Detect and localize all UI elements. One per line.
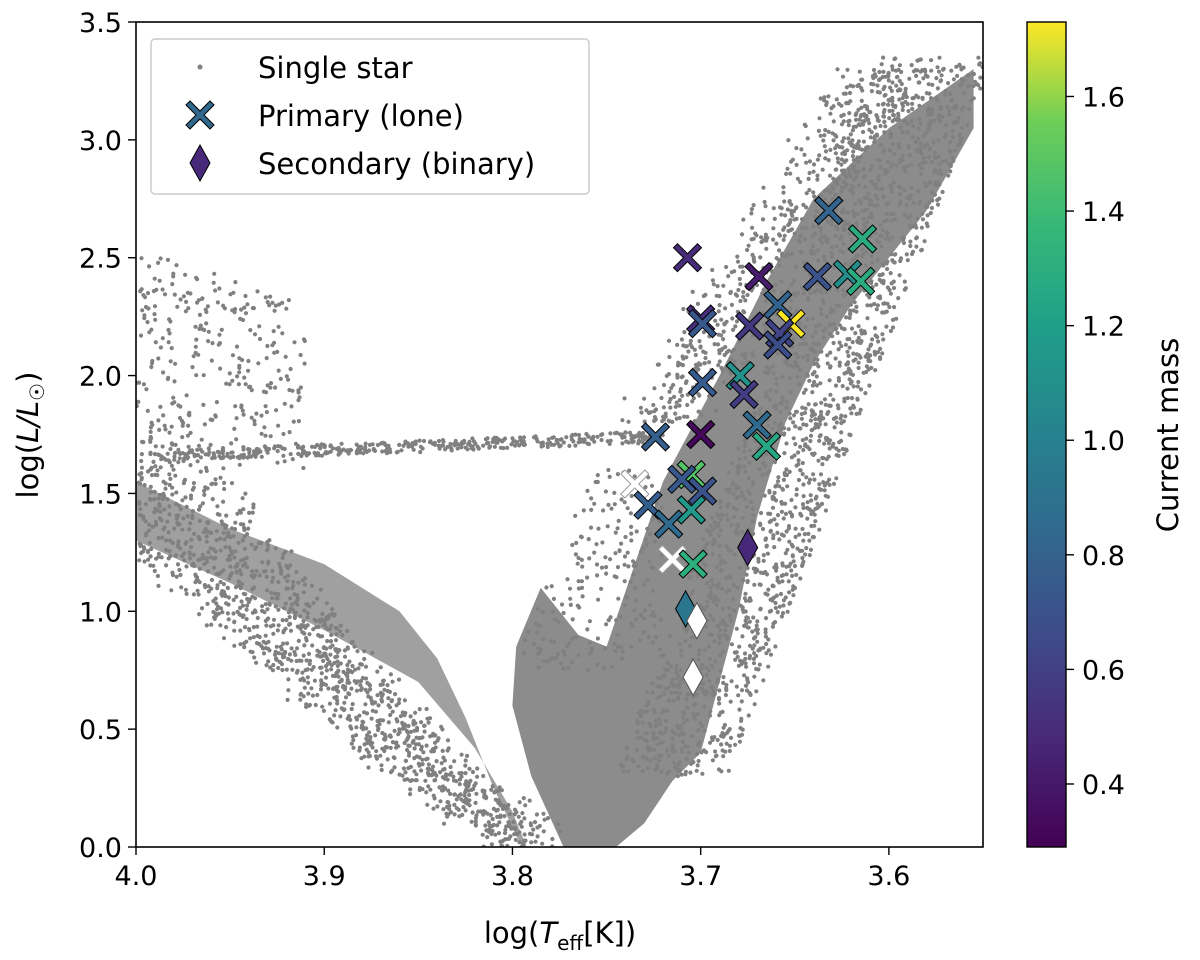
y-tick-label: 0.0 [79,833,122,864]
single-star-points [136,55,983,847]
primary-lone-marker [729,379,759,410]
y-tick-label: 3.5 [79,8,122,39]
primary-lone-marker [672,242,703,273]
legend-primary-label: Primary (lone) [258,99,464,133]
colorbar-label: Current mass [1151,338,1185,532]
y-tick-label: 2.5 [79,244,122,275]
primary-lone-marker [847,224,878,254]
primary-lone-marker [751,431,782,462]
secondary-binary-series [675,528,759,697]
primary-lone-marker [763,330,793,360]
y-tick-label: 1.0 [79,597,122,628]
plot-area [136,55,983,847]
y-axis-label: log(L/L☉) [11,372,49,499]
y-label-suffix: ) [11,372,45,383]
x-label-symbol: T [539,916,559,950]
plot-frame [135,21,984,848]
colorbar-tick-label: 0.4 [1082,770,1125,801]
x-tick-label: 4.0 [115,861,158,892]
primary-lone-marker [685,419,716,450]
primary-lone-marker [744,261,774,292]
primary-lone-marker [633,490,663,520]
legend-single-star-marker [197,64,203,70]
x-axis-label: log(Teff[K]) [484,916,636,955]
primary-lone-marker [845,266,876,297]
primary-lone-marker [676,495,707,525]
x-label-suffix: [K]) [583,916,636,950]
colorbar-tick-label: 1.0 [1082,426,1125,457]
secondary-binary-marker [682,658,704,697]
primary-lone-marker [667,464,697,495]
x-tick-label: 3.6 [867,861,910,892]
y-tick-label: 0.5 [79,715,122,746]
legend-single-star-label: Single star [258,51,413,85]
colorbar-tick-label: 1.2 [1082,312,1125,343]
x-tick-label: 3.9 [303,861,346,892]
y-label-symbol: L/L [11,401,45,443]
legend-secondary-label: Secondary (binary) [258,147,535,181]
primary-lone-marker [813,195,844,226]
x-tick-label: 3.8 [491,861,534,892]
legend-secondary-marker [189,143,211,183]
primary-lone-marker [802,261,833,292]
primary-lone-marker [678,549,708,579]
primary-lone-marker [653,509,684,539]
primary-lone-marker [640,422,671,452]
colorbar-ticks: 0.4 0.6 0.8 1.0 1.2 1.4 1.6 [1066,82,1125,801]
colorbar-tick-label: 0.8 [1082,541,1125,572]
primary-lone-marker [687,367,718,398]
y-tick-label: 1.5 [79,479,122,510]
legend-box [150,38,590,195]
y-label-subscript: ☉ [25,383,49,401]
secondary-binary-marker [686,601,708,640]
colorbar-tick-label: 1.4 [1082,197,1125,228]
y-tick-label: 3.0 [79,126,122,157]
primary-lone-series [620,195,878,579]
legend-primary-marker [185,100,215,130]
primary-lone-marker [742,410,772,440]
x-axis-ticks: 4.0 3.9 3.8 3.7 3.6 [115,847,910,892]
legend: Single star Primary (lone) Secondary (bi… [150,38,590,195]
colorbar: 0.4 0.6 0.8 1.0 1.2 1.4 1.6 Current mass [1026,21,1185,848]
primary-lone-marker [687,476,718,506]
x-label-prefix: log( [484,916,540,950]
y-tick-label: 2.0 [79,362,122,393]
primary-lone-marker [687,308,718,339]
secondary-binary-marker [737,528,759,567]
colorbar-tick-label: 1.6 [1082,82,1125,113]
y-axis-ticks: 0.0 0.5 1.0 1.5 2.0 2.5 3.0 3.5 [79,8,136,864]
x-label-subscript: eff [557,931,584,955]
colorbar-tick-label: 0.6 [1082,655,1125,686]
x-tick-label: 3.7 [679,861,722,892]
colorbar-gradient [1026,21,1067,848]
y-label-prefix: log( [11,443,45,499]
primary-lone-marker [734,311,765,341]
